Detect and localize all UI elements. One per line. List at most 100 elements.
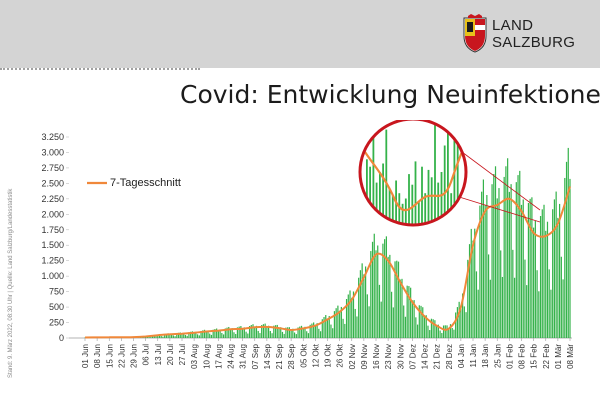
bar	[482, 179, 484, 338]
logo-line-land: LAND	[492, 17, 534, 34]
zoom-bar	[417, 201, 420, 225]
bar	[468, 244, 471, 338]
bar	[283, 333, 285, 338]
zoom-connector-line	[455, 195, 541, 223]
bar	[162, 336, 164, 338]
bar	[418, 305, 420, 338]
bar	[359, 270, 362, 338]
bar	[451, 327, 453, 338]
bar	[191, 331, 193, 338]
zoom-bar	[411, 184, 414, 225]
bar	[231, 328, 233, 338]
bar	[172, 335, 174, 338]
bar	[243, 327, 245, 338]
bar	[205, 331, 207, 338]
bar	[176, 333, 178, 338]
bar	[569, 178, 571, 338]
bar	[531, 197, 533, 338]
bar	[183, 333, 185, 338]
bar	[207, 330, 209, 338]
bar	[403, 305, 405, 338]
bar	[281, 331, 284, 338]
bar	[406, 285, 408, 338]
bar	[546, 221, 549, 338]
bar	[238, 326, 240, 338]
y-tick-label: 3.000	[41, 147, 64, 157]
x-tick-label: 05 Okt	[299, 343, 308, 367]
bar	[345, 299, 348, 338]
bar	[396, 260, 398, 338]
bar	[365, 266, 367, 338]
bar	[293, 332, 296, 338]
bar	[229, 328, 232, 338]
bar	[309, 324, 311, 338]
zoom-bar	[424, 193, 427, 225]
bar	[415, 317, 417, 338]
bar	[377, 245, 379, 338]
y-tick-label: 2.750	[41, 163, 64, 173]
bar	[169, 334, 171, 338]
bar	[484, 204, 486, 338]
zoom-average-line	[364, 143, 466, 212]
bar	[527, 202, 530, 338]
series-line-7-tagesschnitt	[84, 186, 571, 339]
x-tick-label: 02 Nov	[348, 344, 357, 369]
bar	[158, 334, 161, 338]
legend-label: 7-Tagesschnitt	[110, 177, 181, 189]
bar	[171, 333, 173, 338]
zoom-bar	[408, 174, 410, 225]
bar	[458, 301, 460, 338]
bar	[354, 308, 356, 338]
bar	[368, 306, 370, 338]
zoom-bar	[388, 187, 391, 225]
zoom-bar	[391, 195, 394, 225]
logo-text: LAND SALZBURG	[492, 17, 575, 51]
land-salzburg-logo[interactable]: LAND SALZBURG	[462, 14, 590, 54]
bar	[559, 203, 561, 338]
bar	[429, 330, 431, 338]
y-tick-label: 1.000	[41, 271, 64, 281]
bar	[236, 327, 239, 338]
bar	[245, 331, 247, 338]
bar	[384, 239, 386, 338]
zoom-bar	[382, 163, 384, 225]
bar	[548, 269, 550, 338]
x-tick-label: 08 Feb	[518, 343, 527, 368]
bar	[351, 297, 353, 338]
bar	[157, 335, 159, 338]
bar	[437, 324, 439, 338]
x-tick-label: 08 Jun	[93, 344, 102, 368]
bar	[382, 243, 384, 338]
bar	[250, 325, 252, 338]
zoom-circle-outline	[358, 120, 468, 227]
bar	[387, 256, 389, 338]
bar	[274, 325, 277, 338]
bar	[255, 325, 258, 338]
bar	[212, 329, 214, 338]
bar	[287, 327, 289, 338]
bar	[366, 294, 368, 338]
zoom-bar	[421, 166, 423, 225]
bar	[174, 336, 176, 338]
bar	[313, 322, 315, 338]
bar	[347, 294, 349, 338]
covid-chart: 0 250 500 750 1.000 1.250 1.500 1.750 2.000 2.250…	[41, 120, 575, 369]
bar	[233, 332, 235, 338]
bar	[456, 307, 459, 338]
bar	[290, 329, 292, 338]
bar	[411, 300, 413, 338]
bar	[306, 331, 308, 338]
x-tick-label: 13 Jul	[154, 344, 163, 366]
bar	[441, 333, 443, 338]
x-tick-label: 30 Nov	[396, 344, 405, 369]
y-tick-label: 2.250	[41, 194, 64, 204]
bar	[164, 334, 166, 338]
bar	[203, 329, 206, 338]
bar	[529, 198, 531, 338]
bar	[453, 329, 455, 338]
x-tick-label: 29 Jun	[130, 344, 139, 368]
coat-of-arms-icon	[463, 14, 487, 53]
bar	[292, 328, 294, 338]
bar	[465, 312, 467, 338]
bar	[373, 233, 375, 338]
